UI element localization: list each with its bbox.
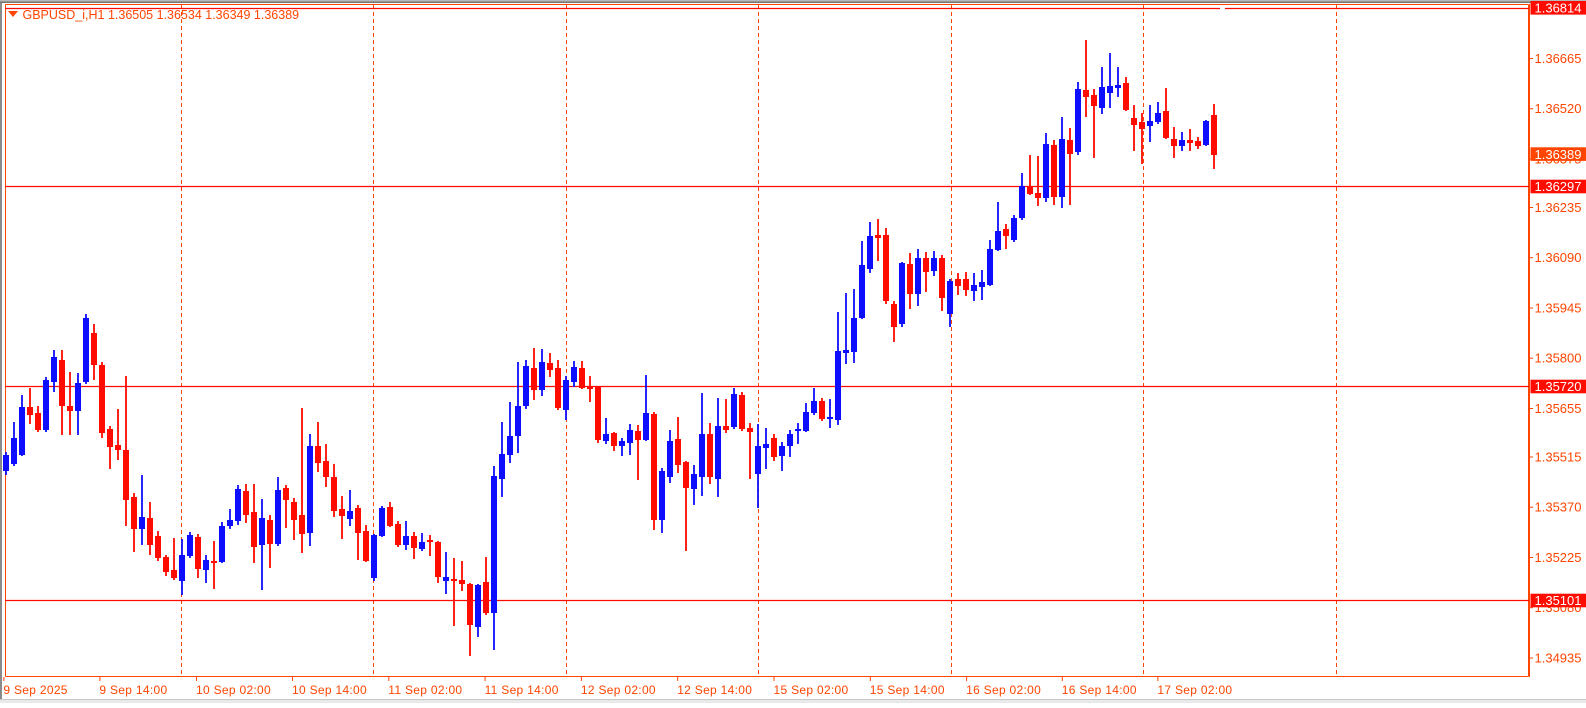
svg-text:1.36297: 1.36297 <box>1535 179 1582 194</box>
svg-text:11 Sep 02:00: 11 Sep 02:00 <box>388 683 462 697</box>
svg-text:15 Sep 14:00: 15 Sep 14:00 <box>870 683 945 697</box>
svg-text:1.36665: 1.36665 <box>1535 51 1582 66</box>
svg-text:10 Sep 02:00: 10 Sep 02:00 <box>196 683 271 697</box>
svg-text:9 Sep 14:00: 9 Sep 14:00 <box>99 683 167 697</box>
svg-text:16 Sep 14:00: 16 Sep 14:00 <box>1062 683 1137 697</box>
svg-text:1.35800: 1.35800 <box>1535 351 1582 366</box>
svg-text:1.36520: 1.36520 <box>1535 101 1582 116</box>
svg-text:GBPUSD_i,H1 1.36505 1.36534 1.: GBPUSD_i,H1 1.36505 1.36534 1.36349 1.36… <box>23 8 300 22</box>
svg-text:1.35720: 1.35720 <box>1535 379 1582 394</box>
svg-text:12 Sep 02:00: 12 Sep 02:00 <box>581 683 656 697</box>
svg-text:16 Sep 02:00: 16 Sep 02:00 <box>966 683 1041 697</box>
svg-text:1.35515: 1.35515 <box>1535 450 1582 465</box>
svg-text:1.35225: 1.35225 <box>1535 550 1582 565</box>
svg-text:15 Sep 02:00: 15 Sep 02:00 <box>774 683 849 697</box>
svg-text:17 Sep 02:00: 17 Sep 02:00 <box>1157 683 1232 697</box>
svg-text:9 Sep 2025: 9 Sep 2025 <box>3 683 67 697</box>
svg-text:1.36090: 1.36090 <box>1535 250 1582 265</box>
svg-text:12 Sep 14:00: 12 Sep 14:00 <box>677 683 752 697</box>
svg-text:1.35101: 1.35101 <box>1535 593 1582 608</box>
svg-text:1.36235: 1.36235 <box>1535 200 1582 215</box>
svg-text:11 Sep 14:00: 11 Sep 14:00 <box>485 683 559 697</box>
svg-text:1.34935: 1.34935 <box>1535 651 1582 666</box>
svg-text:1.35370: 1.35370 <box>1535 500 1582 515</box>
svg-text:1.35655: 1.35655 <box>1535 401 1582 416</box>
svg-text:1.36389: 1.36389 <box>1535 147 1582 162</box>
svg-text:10 Sep 14:00: 10 Sep 14:00 <box>292 683 367 697</box>
svg-text:1.35945: 1.35945 <box>1535 301 1582 316</box>
svg-text:1.36814: 1.36814 <box>1535 1 1582 16</box>
